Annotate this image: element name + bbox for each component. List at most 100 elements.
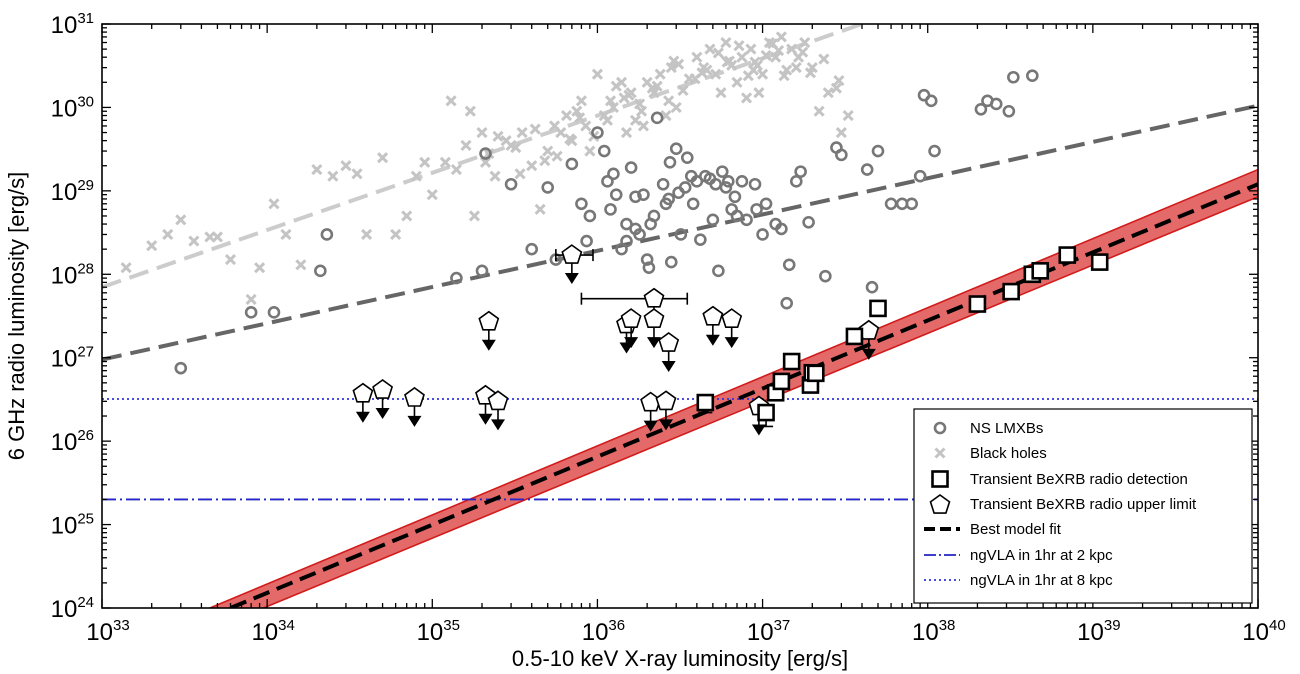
black-hole-point bbox=[534, 203, 546, 215]
best-fit-line bbox=[229, 182, 1258, 608]
detection-point bbox=[1090, 253, 1109, 271]
detection-point bbox=[806, 364, 825, 383]
ns-lmxb-point bbox=[504, 177, 518, 191]
black-hole-point bbox=[799, 36, 811, 49]
black-hole-point bbox=[778, 70, 790, 82]
black-hole-point bbox=[351, 168, 363, 180]
black-hole-point bbox=[188, 235, 200, 247]
ns-lmxb-point bbox=[174, 361, 188, 375]
ns-lmxb-point bbox=[694, 233, 707, 246]
ns-lmxb-point bbox=[748, 177, 762, 191]
black-hole-point bbox=[464, 105, 476, 117]
black-hole-point bbox=[797, 46, 809, 58]
upper-limit-arrow bbox=[481, 339, 496, 351]
upper-limit-arrow bbox=[407, 415, 422, 427]
black-hole-point bbox=[574, 112, 586, 124]
legend-swatch-upper-limit bbox=[929, 494, 951, 514]
ns-lmxb-point bbox=[650, 111, 664, 125]
ns-lmxb-point bbox=[607, 167, 620, 181]
y-tick-label: 1031 bbox=[51, 10, 94, 39]
legend-swatch-ns bbox=[933, 421, 947, 435]
upper-limit-arrow bbox=[751, 424, 766, 436]
ns-lmxb-point bbox=[267, 306, 281, 319]
ns-lmxb-point bbox=[712, 264, 725, 278]
y-tick-label: 1028 bbox=[51, 260, 94, 289]
black-hole-point bbox=[665, 62, 677, 74]
detection-point bbox=[1031, 262, 1050, 280]
black-hole-point bbox=[677, 84, 689, 96]
upper-limit-point bbox=[858, 319, 880, 340]
ns-lmxb-point bbox=[924, 94, 938, 108]
ns-lmxb-point bbox=[1007, 70, 1020, 84]
upper-limit-arrow bbox=[658, 419, 673, 431]
black-hole-point bbox=[311, 163, 323, 176]
ns-lmxb-point bbox=[629, 190, 642, 204]
black-hole-point bbox=[410, 170, 422, 182]
ns-lmxb-point bbox=[706, 213, 720, 227]
black-hole-point bbox=[635, 105, 648, 117]
black-hole-point bbox=[224, 254, 237, 266]
black-hole-point bbox=[760, 49, 772, 61]
black-hole-point bbox=[445, 95, 457, 107]
ns-lmxb-point bbox=[591, 126, 604, 139]
black-hole-point bbox=[479, 156, 492, 168]
black-hole-point bbox=[668, 55, 680, 67]
ns-lmxb-point bbox=[871, 144, 885, 158]
legend-label-bh: Black holes bbox=[970, 445, 1047, 462]
ns-lmxb-point bbox=[913, 169, 927, 183]
black-hole-point bbox=[618, 92, 630, 104]
black-hole-point bbox=[646, 82, 658, 94]
legend-label-det: Transient BeXRB radio detection bbox=[970, 471, 1188, 488]
ns-lmxb-point bbox=[656, 177, 670, 191]
black-hole-point bbox=[591, 68, 603, 80]
x-axis-title: 0.5-10 keV X-ray luminosity [erg/s] bbox=[512, 646, 848, 671]
ns-trend-line bbox=[102, 103, 1258, 362]
ns-lmxb-point bbox=[674, 228, 688, 241]
upper-limit-point bbox=[404, 386, 425, 407]
black-hole-point bbox=[833, 74, 845, 87]
black-hole-point bbox=[745, 43, 757, 55]
ns-lmxb-point bbox=[637, 188, 650, 201]
upper-limit-arrow bbox=[643, 420, 658, 432]
black-hole-point bbox=[245, 293, 257, 305]
ns-lmxb-point bbox=[756, 228, 769, 241]
ns-lmxb-point bbox=[884, 197, 898, 211]
black-hole-point bbox=[426, 189, 438, 201]
ns-lmxb-point bbox=[735, 175, 749, 188]
ns-lmxb-point bbox=[609, 188, 623, 201]
black-hole-point bbox=[510, 142, 522, 154]
ns-lmxb-point bbox=[672, 186, 685, 200]
black-hole-point bbox=[539, 155, 551, 167]
y-tick-label: 1029 bbox=[51, 177, 94, 206]
black-hole-point bbox=[753, 87, 765, 99]
black-hole-point bbox=[551, 150, 563, 162]
black-hole-point bbox=[736, 51, 748, 63]
detection-point bbox=[757, 403, 775, 422]
ns-lmxb-point bbox=[1002, 104, 1016, 118]
black-hole-point bbox=[781, 64, 793, 76]
black-hole-point bbox=[835, 126, 847, 139]
legend-label-vla8: ngVLA in 1hr at 8 kpc bbox=[970, 572, 1113, 589]
ns-lmxb-point bbox=[597, 144, 611, 158]
y-tick-label: 1024 bbox=[51, 594, 94, 623]
x-tick-label: 1037 bbox=[747, 617, 790, 646]
black-hole-point bbox=[704, 43, 716, 55]
black-hole-point bbox=[616, 76, 628, 88]
ns-lmxb-point bbox=[669, 142, 683, 156]
y-tick-label: 1030 bbox=[51, 93, 94, 122]
upper-limit-point bbox=[620, 308, 642, 328]
axis-ticks bbox=[101, 23, 1259, 609]
legend-box bbox=[913, 408, 1253, 604]
x-tick-label: 1034 bbox=[251, 617, 294, 646]
ns-lmxb-point bbox=[604, 203, 617, 216]
black-hole-point bbox=[542, 145, 554, 157]
black-hole-point bbox=[555, 126, 567, 139]
black-hole-point bbox=[773, 45, 785, 57]
black-hole-point bbox=[620, 126, 633, 139]
black-hole-point bbox=[691, 51, 703, 63]
ns-lmxb-point bbox=[905, 197, 919, 211]
ns-lmxb-point bbox=[541, 181, 555, 194]
ns-lmxb-point bbox=[728, 190, 742, 204]
ns-lmxb-point bbox=[583, 209, 597, 223]
